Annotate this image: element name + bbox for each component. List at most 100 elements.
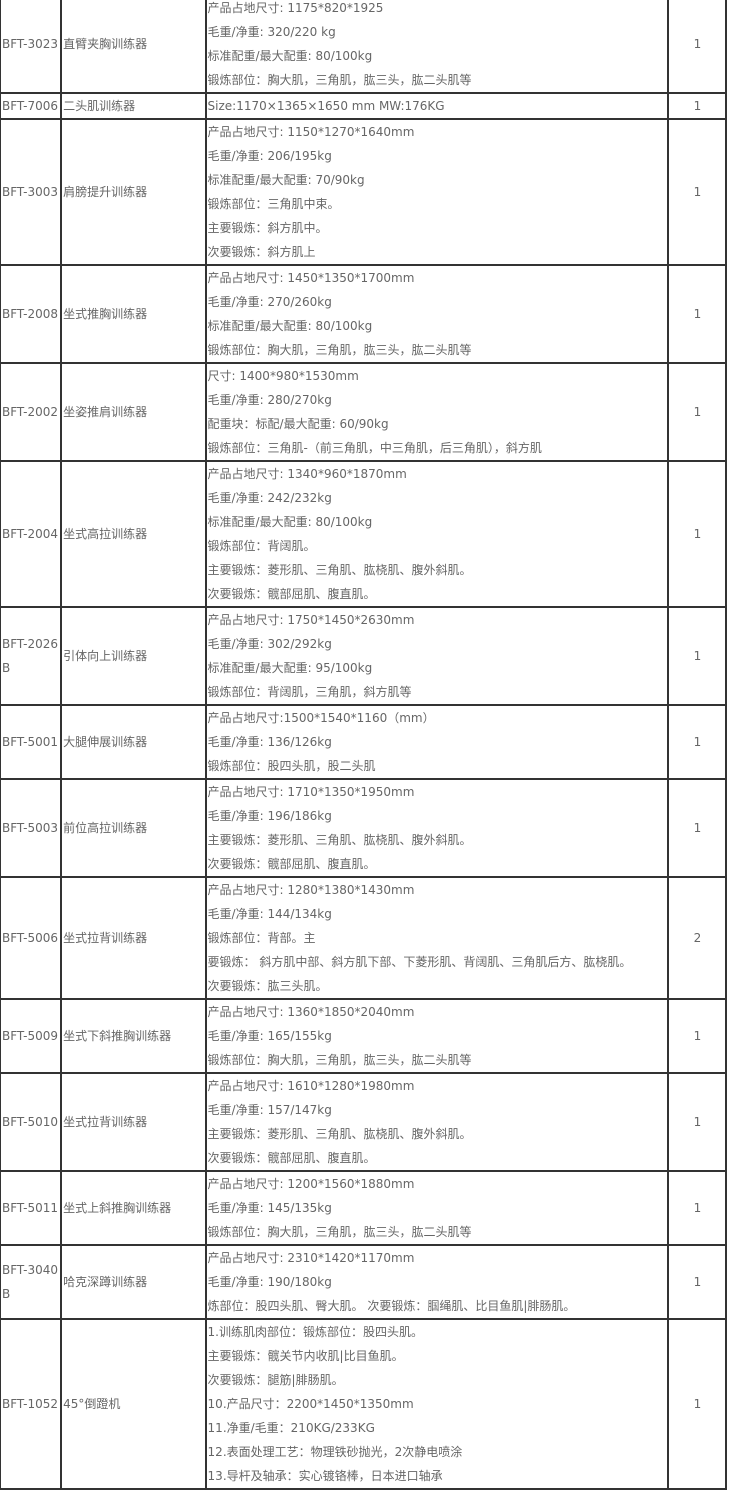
quantity-cell: 1 <box>668 120 727 266</box>
model-cell: BFT-2026B <box>1 608 63 706</box>
quantity-cell: 1 <box>668 1246 727 1320</box>
spec-line: 要锻炼： 斜方肌中部、斜方肌下部、下菱形肌、背阔肌、三角肌后方、肱桡肌。 <box>207 955 632 969</box>
model-cell: BFT-3003 <box>1 120 63 266</box>
specs-cell: 产品占地尺寸: 2310*1420*1170mm 毛重/净重: 190/180kg… <box>206 1246 669 1320</box>
spec-line: 主要锻炼：菱形肌、三角肌、肱桡肌、腹外斜肌。 <box>207 833 472 847</box>
quantity-cell: 1 <box>668 462 727 608</box>
spec-line: 次要锻炼：髋部屈肌、腹直肌。 <box>207 1151 376 1165</box>
specs-cell: 产品占地尺寸: 1450*1350*1700mm 毛重/净重: 270/260kg… <box>206 266 669 364</box>
spec-line: 产品占地尺寸: 1360*1850*2040mm <box>207 1005 415 1019</box>
quantity-cell: 1 <box>668 94 727 120</box>
spec-line: 产品占地尺寸: 1150*1270*1640mm <box>207 125 415 139</box>
spec-line: 次要锻炼：髋部屈肌、腹直肌。 <box>207 587 376 601</box>
spec-line: 毛重/净重: 196/186kg <box>207 809 332 823</box>
specs-cell: 尺寸: 1400*980*1530mm 毛重/净重: 280/270kg 配重块：标… <box>206 364 669 462</box>
product-name-cell: 坐式下斜推胸训练器 <box>62 1000 207 1074</box>
quantity-cell: 1 <box>668 364 727 462</box>
spec-line: 主要锻炼：髋关节内收肌|比目鱼肌。 <box>207 1349 404 1363</box>
product-name-cell: 直臂夹胸训练器 <box>62 0 207 94</box>
product-name-cell: 前位高拉训练器 <box>62 780 207 878</box>
specs-cell: 产品占地尺寸: 1280*1380*1430mm 毛重/净重: 144/134kg… <box>206 878 669 1000</box>
model-cell: BFT-3023 <box>1 0 63 94</box>
product-name-cell: 大腿伸展训练器 <box>62 706 207 780</box>
spec-line: 10.产品尺寸：2200*1450*1350mm <box>207 1397 414 1411</box>
spec-line: 毛重/净重: 280/270kg <box>207 393 332 407</box>
product-name-cell: 坐式推胸训练器 <box>62 266 207 364</box>
specs-cell: 产品占地尺寸: 1340*960*1870mm 毛重/净重: 242/232kg 标… <box>206 462 669 608</box>
spec-line: 锻炼部位：背阔肌，三角肌，斜方肌等 <box>207 685 412 699</box>
spec-line: 毛重/净重: 302/292kg <box>207 637 332 651</box>
spec-line: 配重块：标配/最大配重: 60/90kg <box>207 417 389 431</box>
model-cell: BFT-2002 <box>1 364 63 462</box>
spec-line: 次要锻炼：髋部屈肌、腹直肌。 <box>207 857 376 871</box>
quantity-cell: 1 <box>668 266 727 364</box>
table-row: BFT-1052 45°倒蹬机 1.训练肌肉部位：锻炼部位：股四头肌。 主要锻炼：髋关… <box>1 1320 727 1490</box>
product-name-cell: 坐姿推肩训练器 <box>62 364 207 462</box>
spec-line: 标准配重/最大配重: 80/100kg <box>207 49 373 63</box>
quantity-cell: 1 <box>668 780 727 878</box>
product-name-cell: 坐式拉背训练器 <box>62 878 207 1000</box>
spec-line: 次要锻炼：斜方肌上 <box>207 245 316 259</box>
spec-line: 锻炼部位：胸大肌，三角肌，肱三头，肱二头肌等 <box>207 73 472 87</box>
table-row: BFT-3023 直臂夹胸训练器 产品占地尺寸: 1175*820*1925 毛重/净… <box>1 0 727 94</box>
spec-line: 毛重/净重: 165/155kg <box>207 1029 332 1043</box>
spec-line: 主要锻炼：菱形肌、三角肌、肱桡肌、腹外斜肌。 <box>207 563 472 577</box>
table-row: BFT-2002 坐姿推肩训练器 尺寸: 1400*980*1530mm 毛重/净重:… <box>1 364 727 462</box>
spec-line: 1.训练肌肉部位：锻炼部位：股四头肌。 <box>207 1325 423 1339</box>
spec-line: 标准配重/最大配重: 95/100kg <box>207 661 373 675</box>
spec-line: 毛重/净重: 206/195kg <box>207 149 332 163</box>
model-cell: BFT-5001 <box>1 706 63 780</box>
model-cell: BFT-5010 <box>1 1074 63 1172</box>
spec-line: 12.表面处理工艺：物理铁砂抛光，2次静电喷涂 <box>207 1445 463 1459</box>
product-name-cell: 坐式上斜推胸训练器 <box>62 1172 207 1246</box>
spec-line: 产品占地尺寸: 1610*1280*1980mm <box>207 1079 415 1093</box>
spec-line: 锻炼部位：股四头肌，股二头肌 <box>207 759 376 773</box>
spec-line: 主要锻炼：菱形肌、三角肌、肱桡肌、腹外斜肌。 <box>207 1127 472 1141</box>
specs-cell: Size:1170×1365×1650 mm MW:176KG <box>206 94 669 120</box>
spec-line: Size:1170×1365×1650 mm MW:176KG <box>207 99 445 113</box>
specs-cell: 产品占地尺寸:1500*1540*1160（mm） 毛重/净重: 136/126k… <box>206 706 669 780</box>
spec-line: 锻炼部位：胸大肌，三角肌，肱三头，肱二头肌等 <box>207 1053 472 1067</box>
quantity-cell: 1 <box>668 1000 727 1074</box>
spec-line: 毛重/净重: 144/134kg <box>207 907 332 921</box>
spec-line: 产品占地尺寸: 1710*1350*1950mm <box>207 785 415 799</box>
spec-line: 标准配重/最大配重: 70/90kg <box>207 173 365 187</box>
model-cell: BFT-7006 <box>1 94 63 120</box>
model-cell: BFT-3040B <box>1 1246 63 1320</box>
spec-line: 标准配重/最大配重: 80/100kg <box>207 515 373 529</box>
table-row: BFT-2008 坐式推胸训练器 产品占地尺寸: 1450*1350*1700mm 毛… <box>1 266 727 364</box>
quantity-cell: 1 <box>668 1172 727 1246</box>
spec-line: 锻炼部位：三角肌-（前三角肌，中三角肌，后三角肌），斜方肌 <box>207 441 542 455</box>
model-cell: BFT-2008 <box>1 266 63 364</box>
model-cell: BFT-5006 <box>1 878 63 1000</box>
table-row: BFT-5001 大腿伸展训练器 产品占地尺寸:1500*1540*1160（mm）… <box>1 706 727 780</box>
spec-line: 锻炼部位：背部。主 <box>207 931 316 945</box>
spec-line: 毛重/净重: 145/135kg <box>207 1201 332 1215</box>
model-cell: BFT-5003 <box>1 780 63 878</box>
quantity-cell: 2 <box>668 878 727 1000</box>
specs-cell: 1.训练肌肉部位：锻炼部位：股四头肌。 主要锻炼：髋关节内收肌|比目鱼肌。 次要锻炼… <box>206 1320 669 1490</box>
quantity-cell: 1 <box>668 0 727 94</box>
table-row: BFT-5010 坐式拉背训练器 产品占地尺寸: 1610*1280*1980mm 毛… <box>1 1074 727 1172</box>
specs-cell: 产品占地尺寸: 1610*1280*1980mm 毛重/净重: 157/147kg… <box>206 1074 669 1172</box>
spec-line: 产品占地尺寸: 2310*1420*1170mm <box>207 1251 415 1265</box>
table-row: BFT-3040B 哈克深蹲训练器 产品占地尺寸: 2310*1420*1170mm… <box>1 1246 727 1320</box>
table-row: BFT-2004 坐式高拉训练器 产品占地尺寸: 1340*960*1870mm 毛重… <box>1 462 727 608</box>
specs-cell: 产品占地尺寸: 1750*1450*2630mm 毛重/净重: 302/292kg… <box>206 608 669 706</box>
table-row: BFT-5011 坐式上斜推胸训练器 产品占地尺寸: 1200*1560*1880m… <box>1 1172 727 1246</box>
spec-line: 11.净重/毛重：210KG/233KG <box>207 1421 375 1435</box>
spec-line: 尺寸: 1400*980*1530mm <box>207 369 359 383</box>
table-row: BFT-5006 坐式拉背训练器 产品占地尺寸: 1280*1380*1430mm 毛… <box>1 878 727 1000</box>
spec-line: 产品占地尺寸: 1340*960*1870mm <box>207 467 407 481</box>
model-cell: BFT-5009 <box>1 1000 63 1074</box>
product-name-cell: 坐式拉背训练器 <box>62 1074 207 1172</box>
spec-line: 毛重/净重: 136/126kg <box>207 735 332 749</box>
spec-line: 毛重/净重: 157/147kg <box>207 1103 332 1117</box>
spec-line: 13.导杆及轴承：实心镀铬棒，日本进口轴承 <box>207 1469 443 1483</box>
spec-line: 次要锻炼：肱三头肌。 <box>207 979 328 993</box>
spec-line: 产品占地尺寸: 1175*820*1925 <box>207 1 384 15</box>
table-row: BFT-2026B 引体向上训练器 产品占地尺寸: 1750*1450*2630mm… <box>1 608 727 706</box>
quantity-cell: 1 <box>668 1074 727 1172</box>
quantity-cell: 1 <box>668 1320 727 1490</box>
